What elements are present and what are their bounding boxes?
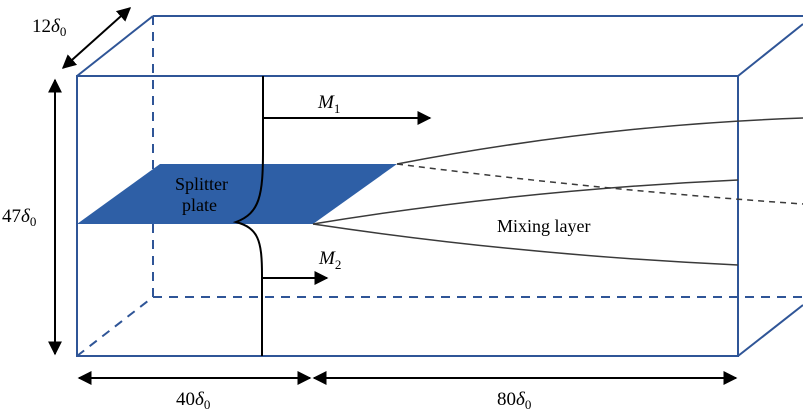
velocity-profile-curve bbox=[232, 76, 264, 356]
depth-dimension-arrow bbox=[61, 7, 132, 69]
mixing-layer-lines bbox=[312, 117, 803, 266]
bottom-right-depth-edge bbox=[737, 304, 803, 357]
bottom-left-depth-edge bbox=[76, 296, 154, 357]
back-upper-boundary bbox=[396, 117, 803, 165]
front-lower-boundary bbox=[312, 223, 739, 266]
domain-length-label: 80δ0 bbox=[497, 389, 531, 412]
front-face bbox=[76, 75, 739, 357]
upstream-length-label: 40δ0 bbox=[176, 389, 210, 412]
splitter-plate-label-line1: Splitter bbox=[175, 174, 228, 194]
box-edges bbox=[76, 15, 803, 357]
m1-label: M1 bbox=[317, 92, 340, 116]
mixing-layer-label: Mixing layer bbox=[497, 216, 590, 236]
hidden-edges bbox=[76, 16, 803, 357]
top-right-depth-edge bbox=[737, 23, 803, 77]
splitter-plate-label-line2: plate bbox=[182, 195, 217, 215]
dimension-arrows bbox=[48, 7, 738, 385]
back-lower-boundary bbox=[396, 163, 803, 205]
height-dimension-label: 47δ0 bbox=[2, 206, 36, 229]
depth-dimension-label: 12δ0 bbox=[32, 16, 66, 39]
m2-label: M2 bbox=[318, 248, 341, 272]
splitter-plate bbox=[77, 164, 397, 224]
front-upper-boundary bbox=[312, 179, 739, 225]
